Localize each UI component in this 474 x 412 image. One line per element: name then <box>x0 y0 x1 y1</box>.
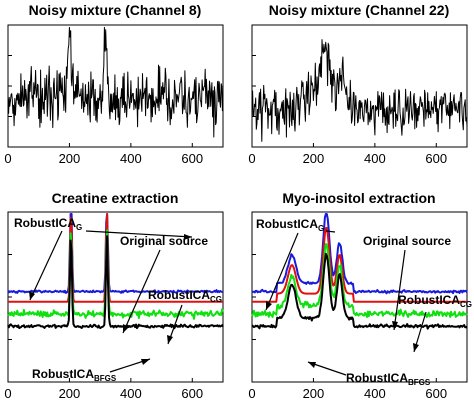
panel-title: Creatine extraction <box>52 190 179 206</box>
annotation-text: RobustICA <box>346 371 408 385</box>
svg-text:RobustICAG: RobustICAG <box>256 217 324 233</box>
arrowhead-icon <box>141 359 150 365</box>
arrowhead-icon <box>266 301 272 310</box>
x-tick-label: 0 <box>4 151 11 166</box>
x-tick-label: 400 <box>364 151 386 166</box>
panel-myo-inositol: Myo-inositol extraction 0 200 400 600 Robus… <box>248 190 472 401</box>
annotation-robustica-g: RobustICAG <box>14 216 193 301</box>
x-tick-label: 400 <box>120 386 142 401</box>
x-tick-label: 600 <box>425 386 447 401</box>
x-axis: 0 200 400 600 <box>4 55 203 166</box>
annotation-subscript: BFGS <box>408 378 431 387</box>
annotation-text: RobustICA <box>256 217 318 231</box>
annotation-text: RobustICA <box>398 293 460 307</box>
svg-text:RobustICACG: RobustICACG <box>398 293 472 309</box>
annotation-robustica-cg: RobustICACG <box>398 293 472 353</box>
annotation-robustica-g: RobustICAG <box>256 217 336 311</box>
annotation-subscript: CG <box>460 300 472 309</box>
arrowhead-icon <box>413 343 419 352</box>
svg-text:RobustICABFGS: RobustICABFGS <box>346 371 431 387</box>
annotation-robustica-bfgs: RobustICABFGS <box>32 358 151 383</box>
annotation-robustica-cg: RobustICACG <box>148 288 222 345</box>
series-line-0 <box>251 213 468 295</box>
annotation-text: Original source <box>120 234 208 248</box>
x-tick-label: 600 <box>181 386 203 401</box>
annotation-original-source: Original source <box>120 234 208 334</box>
series-line-1 <box>7 213 224 303</box>
x-tick-label: 200 <box>59 386 81 401</box>
annotation-subscript: CG <box>210 295 222 304</box>
annotation-arrow <box>325 230 336 233</box>
x-tick-label: 0 <box>4 386 11 401</box>
arrowhead-icon <box>29 291 35 300</box>
panel-title: Noisy mixture (Channel 22) <box>269 2 450 18</box>
arrowhead-icon <box>392 321 398 330</box>
series-line-3 <box>251 252 468 330</box>
svg-text:RobustICAG: RobustICAG <box>14 216 82 232</box>
annotation-robustica-bfgs: RobustICABFGS <box>307 361 431 387</box>
panel-creatine: Creatine extraction 0 200 400 600 RobustICA… <box>4 190 224 401</box>
x-tick-label: 400 <box>120 151 142 166</box>
annotation-arrow <box>122 249 161 334</box>
series-line-3 <box>7 235 224 330</box>
panel-title: Noisy mixture (Channel 8) <box>29 2 202 18</box>
x-tick-label: 200 <box>303 386 325 401</box>
annotation-text: Original source <box>363 234 451 248</box>
x-axis: 0 200 400 600 <box>248 254 447 401</box>
annotation-text: RobustICA <box>14 216 76 230</box>
svg-text:RobustICACG: RobustICACG <box>148 288 222 304</box>
x-axis: 0 200 400 600 <box>248 55 447 166</box>
x-tick-label: 200 <box>59 151 81 166</box>
svg-text:RobustICABFGS: RobustICABFGS <box>32 367 117 383</box>
series-line-0 <box>7 213 224 294</box>
plot-area <box>251 213 468 330</box>
annotation-arrow <box>29 230 63 301</box>
plot-area <box>251 39 468 142</box>
panel-channel-22: Noisy mixture (Channel 22) 0 200 400 600 <box>248 2 468 166</box>
series-line-1 <box>251 227 468 303</box>
panel-title: Myo-inositol extraction <box>282 190 435 206</box>
annotation-arrow <box>393 249 406 331</box>
annotation-arrow <box>85 230 193 238</box>
plot-area <box>7 213 224 330</box>
series-line-2 <box>251 243 468 319</box>
annotation-subscript: G <box>76 223 82 232</box>
x-tick-label: 200 <box>303 151 325 166</box>
panel-channel-8: Noisy mixture (Channel 8) 0 200 400 600 <box>4 2 224 166</box>
x-tick-label: 0 <box>248 151 255 166</box>
annotation-original-source: Original source <box>363 234 451 331</box>
series-line-2 <box>7 229 224 320</box>
arrowhead-icon <box>167 335 173 344</box>
annotation-subscript: G <box>318 224 324 233</box>
arrowhead-icon <box>123 324 129 333</box>
annotation-subscript: BFGS <box>94 374 117 383</box>
arrowhead-icon <box>308 362 316 368</box>
plot-area <box>7 26 224 138</box>
arrowhead-icon <box>184 234 192 240</box>
series-line-0 <box>7 26 224 138</box>
annotation-text: RobustICA <box>148 288 210 302</box>
series-line-0 <box>251 39 468 142</box>
x-axis: 0 200 400 600 <box>4 254 203 401</box>
x-tick-label: 400 <box>364 386 386 401</box>
plot-frame <box>251 24 468 148</box>
x-tick-label: 0 <box>248 386 255 401</box>
x-tick-label: 600 <box>425 151 447 166</box>
annotation-text: RobustICA <box>32 367 94 381</box>
annotation-arrow <box>265 232 299 311</box>
x-tick-label: 600 <box>181 151 203 166</box>
